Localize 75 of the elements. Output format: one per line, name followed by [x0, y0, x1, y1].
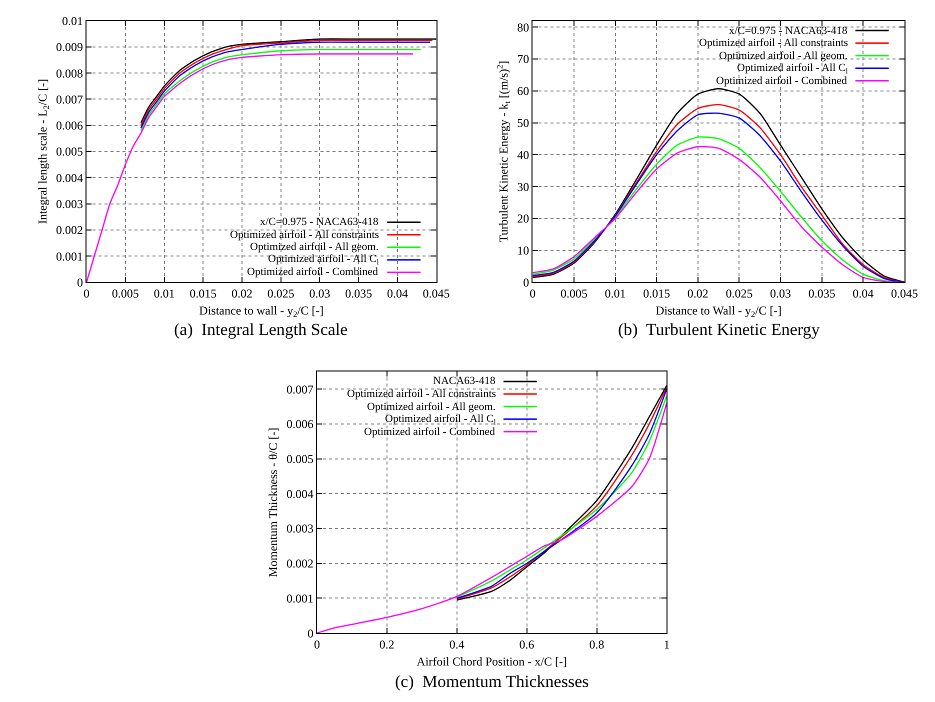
x-tick-label: 0.035	[345, 286, 372, 301]
y-tick-label: 0.007	[56, 92, 84, 106]
text: (c) Momentum Thicknesses	[395, 672, 589, 691]
legend-label: Optimized airfoil - All geom.	[250, 241, 379, 253]
x-tick-label: 0.04	[852, 286, 874, 301]
y-tick-label: 0.004	[56, 170, 84, 185]
y-tick-label: 0.002	[286, 556, 314, 571]
x-tick-label: 0.03	[309, 286, 330, 301]
x-axis-title: Airfoil Chord Position - x/C [-]	[416, 654, 568, 668]
x-tick-label: 0.005	[560, 286, 588, 301]
x-tick-label: 0.01	[154, 286, 175, 301]
y-tick-label: 0	[307, 626, 314, 640]
y-tick-label: 0.01	[62, 14, 84, 28]
x-axis-title: Distance to Wall - y$_{2}$/C [-]	[656, 304, 782, 320]
x-tick-label: 0.025	[726, 286, 753, 301]
legend-label: Optimized airfoil - All C$_{l}$	[385, 413, 496, 426]
x-tick-label: 0.2	[379, 638, 394, 652]
legend-label: x/C=0.975 - NACA63-418	[729, 25, 848, 37]
y-tick-label: 0.002	[56, 223, 84, 238]
x-tick-label: 0.6	[519, 638, 534, 652]
y-tick-label: 40	[517, 148, 530, 162]
y-tick-label: 0	[77, 275, 84, 290]
y-tick-label: 50	[517, 116, 530, 130]
y-tick-label: 0.008	[56, 66, 84, 80]
y-tick-label: 80	[517, 20, 530, 34]
y-tick-label: 70	[517, 52, 530, 66]
y-tick-label: 20	[517, 212, 530, 226]
y-tick-label: 0.009	[56, 40, 84, 54]
x-axis-title: Distance to wall - y$_{2}$/C [-]	[199, 304, 324, 320]
legend-label: Optimized airfoil - All geom.	[719, 50, 848, 62]
legend-label: x/C=0.975 - NACA63-418	[260, 216, 379, 228]
x-tick-label: 0.4	[449, 638, 464, 652]
legend-label: Optimized airfoil - All C$_{l}$	[268, 253, 379, 266]
legend-label: Optimized airfoil - All constraints	[230, 229, 380, 241]
legend-label: NACA63-418	[433, 375, 496, 387]
legend-label: Optimized airfoil - Combined	[716, 75, 848, 87]
x-tick-label: 0.035	[808, 286, 836, 301]
x-tick-label: 0.02	[687, 286, 708, 301]
legend-label: Optimized airfoil - Combined	[364, 426, 496, 438]
x-tick-label: 0.8	[589, 638, 604, 652]
y-tick-label: 10	[517, 244, 530, 258]
x-tick-label: 0.045	[422, 286, 450, 301]
y-tick-label: 0.003	[56, 196, 84, 211]
x-tick-label: 0.025	[267, 286, 294, 301]
x-tick-label: 0.045	[890, 286, 918, 301]
y-tick-label: 60	[517, 84, 530, 98]
legend-label: Optimized airfoil - Combined	[247, 266, 379, 278]
legend-label: Optimized airfoil - All geom.	[367, 401, 496, 413]
y-tick-label: 0.001	[56, 249, 84, 264]
y-tick-label: 0.006	[286, 417, 314, 432]
legend-label: Optimized airfoil - All C$_{l}$	[737, 62, 848, 76]
x-tick-label: 1	[664, 638, 670, 652]
line-series	[316, 402, 667, 634]
y-tick-label: 0.006	[56, 118, 84, 133]
y-tick-label: 0	[523, 275, 530, 290]
text: (b) Turbulent Kinetic Energy	[618, 320, 820, 339]
text: (a) Integral Length Scale	[174, 320, 348, 339]
legend-label: Optimized airfoil - All constraints	[347, 388, 496, 400]
x-tick-label: 0.02	[231, 286, 252, 301]
y-tick-label: 0.007	[286, 382, 314, 396]
x-tick-label: 0.01	[604, 286, 626, 301]
x-tick-label: 0.04	[386, 286, 408, 301]
x-tick-label: 0.03	[770, 286, 792, 301]
x-tick-label: 0.005	[112, 286, 139, 301]
y-tick-label: 0.005	[286, 452, 314, 466]
y-tick-label: 0.004	[286, 486, 314, 501]
legend-label: Optimized airfoil - All constraints	[699, 37, 848, 49]
y-tick-label: 0.005	[56, 144, 84, 159]
line-series	[86, 53, 414, 282]
y-tick-label: 30	[517, 180, 530, 194]
y-tick-label: 0.001	[286, 591, 314, 606]
x-tick-label: 0.015	[643, 286, 670, 301]
y-axis-title: Momentum Thickness - θ/C [-]	[266, 428, 280, 578]
x-tick-label: 0.015	[190, 286, 217, 301]
y-tick-label: 0.003	[286, 522, 314, 536]
